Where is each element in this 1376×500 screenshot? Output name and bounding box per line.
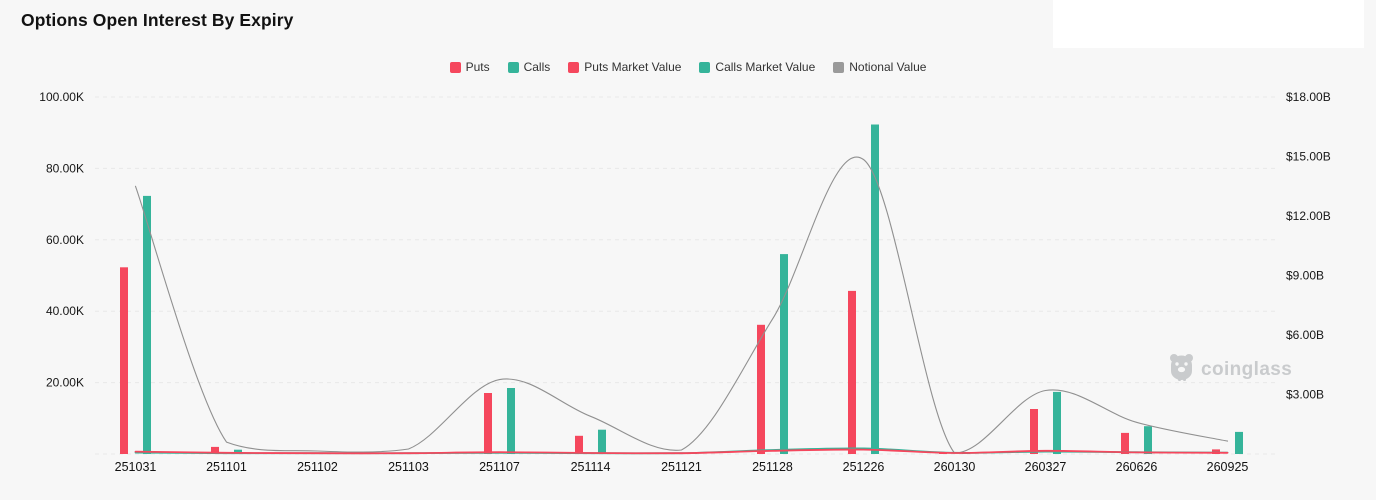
right-axis-tick-label: $12.00B bbox=[1286, 209, 1331, 223]
line-puts-market-value[interactable] bbox=[134, 448, 1229, 455]
left-axis-tick-label: 40.00K bbox=[46, 304, 84, 318]
bar-calls-260327[interactable] bbox=[1053, 391, 1061, 454]
legend-item-notional-value[interactable]: Notional Value bbox=[833, 60, 926, 74]
bar-calls-260925[interactable] bbox=[1235, 431, 1243, 454]
x-axis-label-251121: 251121 bbox=[661, 460, 702, 474]
right-axis-tick-label: $3.00B bbox=[1286, 388, 1324, 402]
legend-label-puts: Puts bbox=[465, 60, 490, 74]
x-axis-label-251102: 251102 bbox=[297, 460, 338, 474]
bar-puts-260626[interactable] bbox=[1121, 432, 1129, 454]
bar-puts-251101[interactable] bbox=[211, 446, 219, 454]
legend-label-calls-market-value: Calls Market Value bbox=[715, 60, 816, 74]
x-axis-label-260925: 260925 bbox=[1207, 460, 1249, 474]
left-axis-tick-label: 20.00K bbox=[46, 376, 84, 390]
x-axis-label-251031: 251031 bbox=[115, 460, 157, 474]
bar-puts-251031[interactable] bbox=[120, 267, 128, 454]
chart-legend: Puts Calls Puts Market Value Calls Market V… bbox=[0, 60, 1376, 74]
bar-puts-260327[interactable] bbox=[1030, 409, 1038, 454]
bar-calls-251107[interactable] bbox=[507, 388, 515, 454]
topbar-blank-panel bbox=[1053, 0, 1364, 48]
bar-calls-251031[interactable] bbox=[143, 195, 151, 454]
x-axis-label-251114: 251114 bbox=[571, 460, 611, 474]
legend-label-notional-value: Notional Value bbox=[849, 60, 927, 74]
legend-item-puts-market-value[interactable]: Puts Market Value bbox=[568, 60, 681, 74]
legend-swatch-calls bbox=[507, 61, 519, 73]
bar-calls-251101[interactable] bbox=[234, 449, 242, 454]
bar-calls-251128[interactable] bbox=[780, 254, 788, 454]
legend-swatch-puts bbox=[449, 61, 461, 73]
legend-swatch-calls-market-value bbox=[699, 61, 711, 73]
bar-puts-251114[interactable] bbox=[575, 435, 583, 454]
x-axis-label-260626: 260626 bbox=[1116, 460, 1158, 474]
bar-puts-251128[interactable] bbox=[757, 324, 765, 454]
x-axis-label-260130: 260130 bbox=[934, 460, 976, 474]
right-axis-tick-label: $15.00B bbox=[1286, 150, 1331, 164]
legend-item-calls-market-value[interactable]: Calls Market Value bbox=[699, 60, 815, 74]
right-axis-tick-label: $6.00B bbox=[1286, 328, 1324, 342]
x-axis-label-251128: 251128 bbox=[752, 460, 793, 474]
x-axis-label-260327: 260327 bbox=[1025, 460, 1067, 474]
legend-item-calls[interactable]: Calls bbox=[507, 60, 551, 74]
x-axis-label-251107: 251107 bbox=[479, 460, 520, 474]
legend-label-puts-market-value: Puts Market Value bbox=[584, 60, 682, 74]
legend-swatch-puts-market-value bbox=[568, 61, 580, 73]
legend-label-calls: Calls bbox=[523, 60, 551, 74]
bar-puts-251107[interactable] bbox=[484, 393, 492, 454]
left-axis-tick-label: 100.00K bbox=[39, 90, 84, 104]
right-axis-tick-label: $9.00B bbox=[1286, 269, 1324, 283]
x-axis-label-251103: 251103 bbox=[388, 460, 429, 474]
left-axis-tick-label: 60.00K bbox=[46, 233, 84, 247]
x-axis-label-251226: 251226 bbox=[843, 460, 885, 474]
line-notional-value[interactable] bbox=[134, 156, 1229, 454]
legend-swatch-notional-value bbox=[833, 61, 845, 73]
bar-calls-260626[interactable] bbox=[1144, 426, 1152, 454]
bar-puts-251226[interactable] bbox=[848, 290, 856, 454]
bar-calls-251114[interactable] bbox=[598, 429, 606, 454]
page-title: Options Open Interest By Expiry bbox=[21, 10, 294, 30]
right-axis-tick-label: $18.00B bbox=[1286, 90, 1331, 104]
left-axis-tick-label: 80.00K bbox=[46, 161, 84, 175]
x-axis-label-251101: 251101 bbox=[206, 460, 247, 474]
legend-item-puts[interactable]: Puts bbox=[449, 60, 490, 74]
bar-calls-251226[interactable] bbox=[871, 124, 879, 455]
